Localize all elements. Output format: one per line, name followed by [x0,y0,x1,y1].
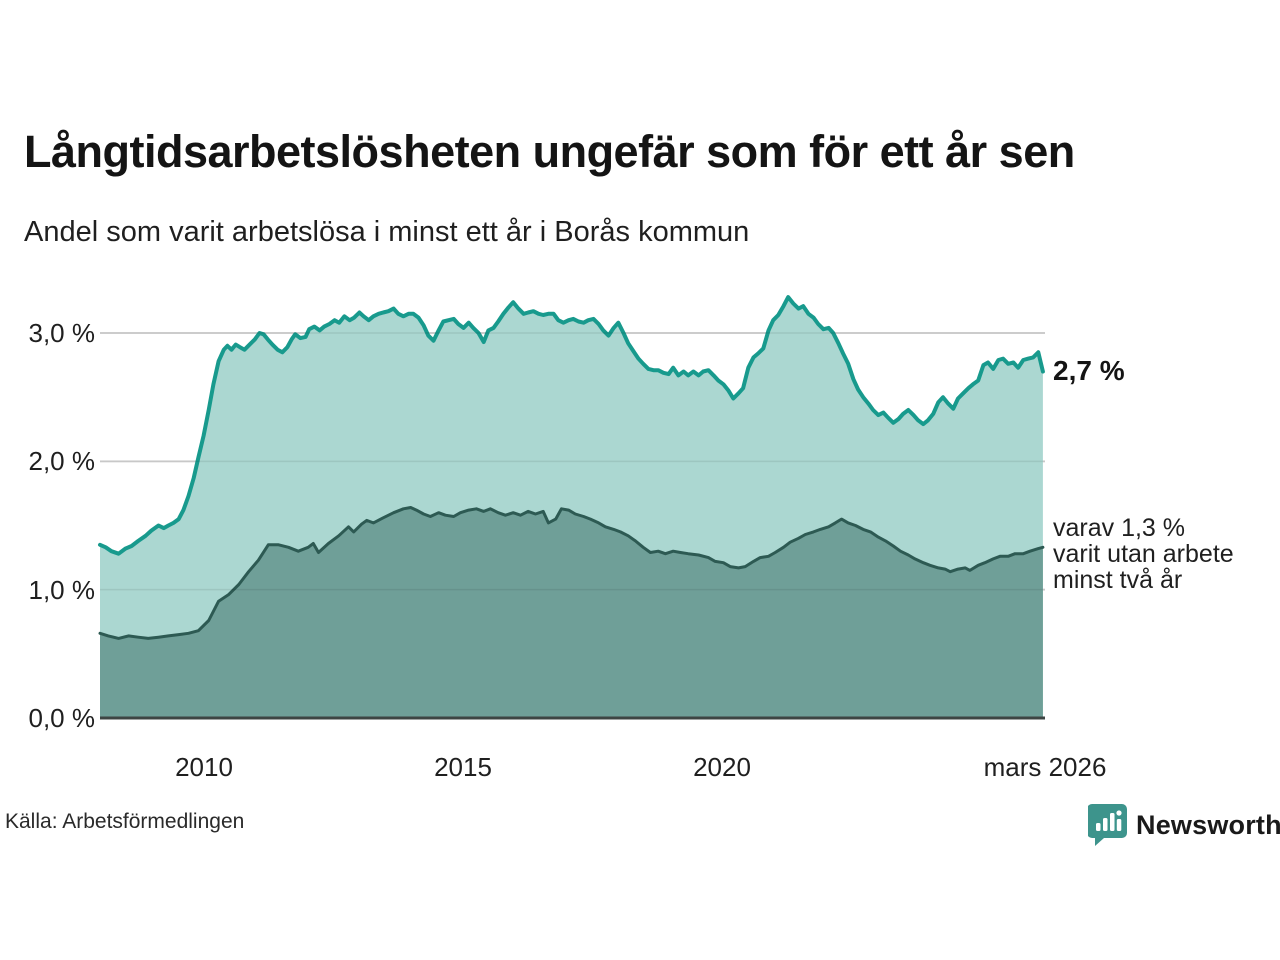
x-tick-2020: 2020 [693,752,751,782]
source-note: Källa: Arbetsförmedlingen [5,810,245,833]
x-tick-2015: 2015 [434,752,492,782]
newsworthy-wordmark: Newsworthy [1136,809,1280,840]
x-tick-mars-2026: mars 2026 [983,752,1107,782]
two-year-annotation-line3: minst två år [1053,566,1183,594]
chart-subtitle: Andel som varit arbetslösa i minst ett å… [24,216,750,248]
area-two-year [100,507,1043,718]
line-one-year [98,295,1045,556]
two-year-annotation: varav 1,3 % varit utan arbete minst två … [1053,515,1234,593]
x-tick-2010: 2010 [175,752,233,782]
newsworthy-logo: Newsworthy [1088,803,1280,847]
chart-title: Långtidsarbetslösheten ungefär som för e… [24,126,1075,177]
y-tick-3: 3,0 % [28,318,96,348]
two-year-annotation-line2: varit utan arbete [1053,540,1234,568]
bar-chart-speech-bubble-icon [1088,804,1127,846]
y-tick-1: 1,0 % [28,575,96,605]
y-tick-0: 0,0 % [28,703,96,733]
latest-value-label: 2,7 % [1053,355,1125,386]
line-two-year [98,506,1045,640]
two-year-annotation-line1: varav 1,3 % [1053,514,1186,542]
y-tick-2: 2,0 % [28,446,96,476]
